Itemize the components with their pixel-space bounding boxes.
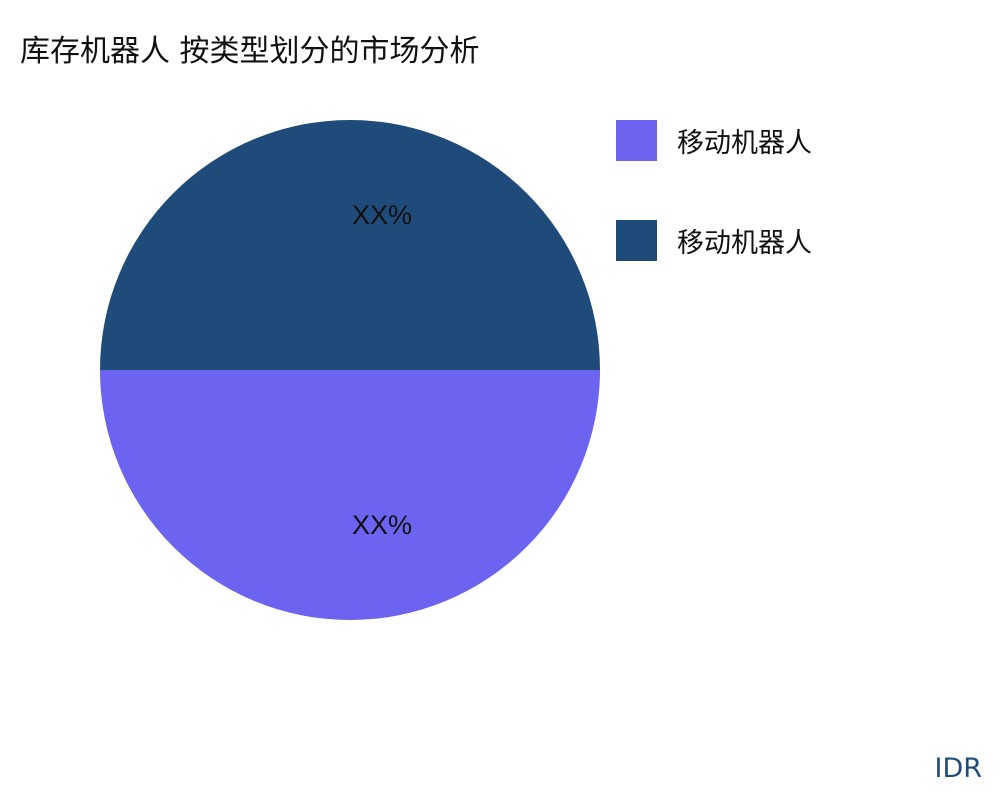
chart-title: 库存机器人 按类型划分的市场分析 xyxy=(20,34,480,69)
pie-slice xyxy=(100,370,600,620)
legend-swatch xyxy=(616,119,657,161)
legend-item: 移动机器人 xyxy=(616,119,812,161)
watermark-logo: IDR xyxy=(934,753,982,784)
legend-item: 移动机器人 xyxy=(616,219,812,261)
legend: 移动机器人 移动机器人 xyxy=(616,119,812,320)
legend-label: 移动机器人 xyxy=(677,127,812,159)
slice-label: XX% xyxy=(352,200,412,230)
legend-swatch xyxy=(616,219,657,261)
legend-label: 移动机器人 xyxy=(677,227,812,259)
slice-label: XX% xyxy=(352,510,412,540)
pie-slice xyxy=(100,120,600,370)
